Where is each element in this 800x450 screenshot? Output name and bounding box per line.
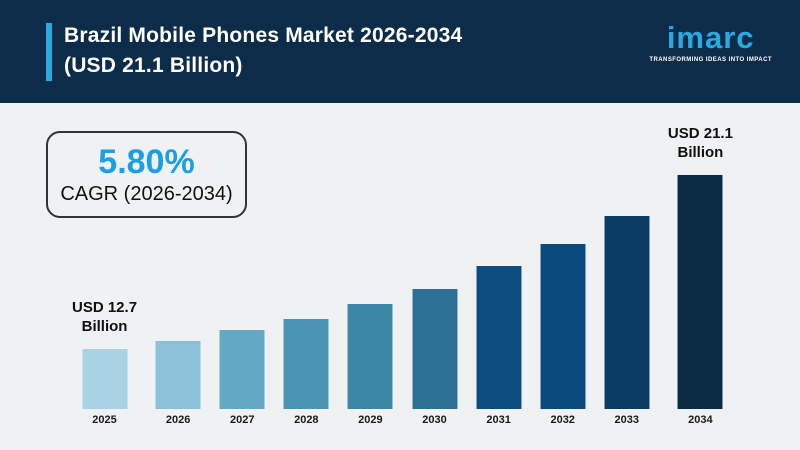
bar-row: USD 12.7 Billion 2025 2026 2027 2028 2029 2030 2… xyxy=(72,124,733,426)
bar-group-2028: 2028 xyxy=(283,319,330,426)
bar-2033 xyxy=(603,216,650,409)
bar-group-2032: 2032 xyxy=(539,244,586,426)
x-tick-2026: 2026 xyxy=(165,414,191,426)
value-label-2025: USD 12.7 Billion xyxy=(72,299,138,335)
bar-group-2026: 2026 xyxy=(155,341,202,426)
bar-2027 xyxy=(219,330,266,409)
bar-2032 xyxy=(539,244,586,409)
cagr-value: 5.80% xyxy=(98,142,195,181)
title-line-1: Brazil Mobile Phones Market 2026-2034 xyxy=(64,24,463,47)
bar-group-2033: 2033 xyxy=(603,216,650,426)
x-tick-2029: 2029 xyxy=(358,414,383,426)
x-tick-2031: 2031 xyxy=(486,414,511,426)
bar-group-2029: 2029 xyxy=(347,304,394,426)
imarc-wordmark: imarc xyxy=(666,20,755,55)
bar-2030 xyxy=(411,289,458,409)
x-tick-2034: 2034 xyxy=(688,414,713,426)
title-accent-bar xyxy=(46,23,52,81)
header: Brazil Mobile Phones Market 2026-2034 (U… xyxy=(0,0,800,103)
cagr-box: 5.80% CAGR (2026-2034) xyxy=(46,131,247,218)
bar-2028 xyxy=(283,319,330,409)
x-tick-2032: 2032 xyxy=(550,414,575,426)
bar-group-2034: USD 21.1 Billion 2034 xyxy=(668,124,733,426)
bar-group-2025: USD 12.7 Billion 2025 xyxy=(72,298,137,426)
bar-2034 xyxy=(677,175,724,409)
bar-2026 xyxy=(155,341,202,409)
bar-group-2030: 2030 xyxy=(411,289,458,426)
cagr-label: CAGR (2026-2034) xyxy=(60,182,233,205)
bar-2025 xyxy=(81,349,128,409)
bar-2031 xyxy=(475,266,522,409)
bar-group-2031: 2031 xyxy=(475,266,522,426)
imarc-logo: imarc TRANSFORMING IDEAS INTO IMPACT xyxy=(649,20,772,63)
page-title: Brazil Mobile Phones Market 2026-2034 (U… xyxy=(64,21,462,81)
x-tick-2033: 2033 xyxy=(614,414,640,426)
bar-group-2027: 2027 xyxy=(219,330,266,426)
bar-chart: USD 12.7 Billion 2025 2026 2027 2028 2029 2030 2… xyxy=(72,124,733,426)
title-line-2: (USD 21.1 Billion) xyxy=(64,54,243,77)
x-tick-2027: 2027 xyxy=(229,414,255,426)
x-tick-2025: 2025 xyxy=(92,414,117,426)
bar-2029 xyxy=(347,304,394,409)
x-tick-2030: 2030 xyxy=(422,414,447,426)
imarc-tagline: TRANSFORMING IDEAS INTO IMPACT xyxy=(649,57,772,63)
x-tick-2028: 2028 xyxy=(294,414,319,426)
value-label-2034: USD 21.1 Billion xyxy=(667,125,733,161)
